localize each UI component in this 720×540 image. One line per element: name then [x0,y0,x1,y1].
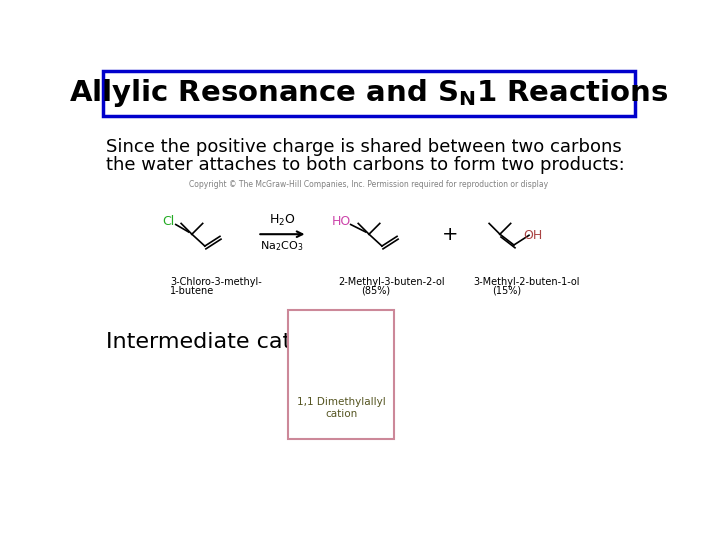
Text: 1-butene: 1-butene [171,286,215,296]
Text: (15%): (15%) [492,286,521,296]
Text: Intermediate cation: Intermediate cation [106,332,325,352]
Text: HO: HO [331,215,351,228]
Text: +: + [441,225,458,244]
Text: Na$_2$CO$_3$: Na$_2$CO$_3$ [261,240,304,253]
Bar [288,309,395,439]
Text: Cl: Cl [162,215,174,228]
Text: Allylic Resonance and $\mathbf{S_N}$1 Reactions: Allylic Resonance and $\mathbf{S_N}$1 Re… [69,77,669,109]
Text: (85%): (85%) [361,286,390,296]
Bar [104,71,634,116]
Text: 3-Methyl-2-buten-1-ol: 3-Methyl-2-buten-1-ol [473,276,580,287]
Text: Since the positive charge is shared between two carbons: Since the positive charge is shared betw… [106,138,621,156]
Text: Copyright © The McGraw-Hill Companies, Inc. Permission required for reproduction: Copyright © The McGraw-Hill Companies, I… [189,180,549,188]
Text: H$_2$O: H$_2$O [269,213,295,228]
Text: 2-Methyl-3-buten-2-ol: 2-Methyl-3-buten-2-ol [338,276,445,287]
Text: OH: OH [523,229,543,242]
Text: 1,1 Dimethylallyl
cation: 1,1 Dimethylallyl cation [297,397,386,419]
Text: 3-Chloro-3-methyl-: 3-Chloro-3-methyl- [171,276,262,287]
Text: +: + [336,363,346,374]
Text: the water attaches to both carbons to form two products:: the water attaches to both carbons to fo… [106,156,624,174]
